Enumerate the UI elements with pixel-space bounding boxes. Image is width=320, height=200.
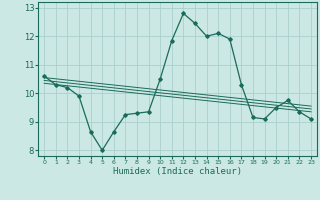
X-axis label: Humidex (Indice chaleur): Humidex (Indice chaleur) — [113, 167, 242, 176]
